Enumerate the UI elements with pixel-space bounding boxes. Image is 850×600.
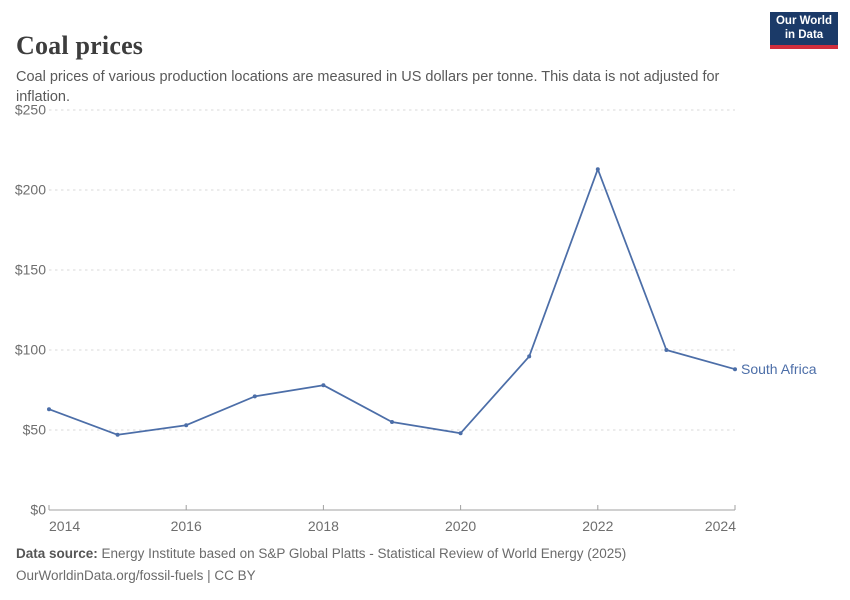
data-point xyxy=(595,167,600,172)
owid-logo[interactable]: Our World in Data xyxy=(770,12,838,49)
owid-logo-line1: Our World xyxy=(775,14,832,27)
chart-subtitle: Coal prices of various production locati… xyxy=(16,68,720,105)
y-tick-label: $0 xyxy=(30,502,46,518)
data-point xyxy=(184,423,189,428)
chart-canvas[interactable]: $0 $50 $100 $150 $200 $250 2014 2016 2018 2020 202… xyxy=(0,95,850,540)
y-tick-label: $100 xyxy=(15,342,46,358)
x-tick-label: 2016 xyxy=(171,518,202,534)
owid-logo-line2: in Data xyxy=(784,28,824,41)
data-point xyxy=(115,432,120,437)
datasource-line: Data source: Energy Institute based on S… xyxy=(16,543,626,565)
x-tick-label: 2024 xyxy=(705,518,736,534)
chart-footer: Data source: Energy Institute based on S… xyxy=(16,543,626,587)
page-title: Coal prices xyxy=(16,31,144,61)
data-point xyxy=(252,394,257,399)
y-tick-label: $150 xyxy=(15,262,46,278)
x-tick-label: 2022 xyxy=(582,518,613,534)
data-point xyxy=(733,367,737,372)
data-point xyxy=(458,431,463,436)
license-link[interactable]: OurWorldinData.org/fossil-fuels | CC BY xyxy=(16,567,256,583)
datasource-text: Energy Institute based on S&P Global Pla… xyxy=(101,546,627,561)
y-tick-label: $200 xyxy=(15,182,46,198)
data-point xyxy=(527,354,532,359)
y-tick-label: $50 xyxy=(23,422,47,438)
x-tick-label: 2014 xyxy=(49,518,80,534)
data-point xyxy=(321,383,326,388)
x-tick-label: 2018 xyxy=(308,518,339,534)
x-tick-label: 2020 xyxy=(445,518,476,534)
y-tick-label: $250 xyxy=(15,102,46,118)
series-label[interactable]: South Africa xyxy=(741,361,817,377)
data-point xyxy=(47,407,51,412)
series-line-south-africa[interactable] xyxy=(48,168,736,436)
datasource-label: Data source: xyxy=(16,546,98,561)
data-point xyxy=(390,420,394,424)
data-point xyxy=(664,348,669,352)
